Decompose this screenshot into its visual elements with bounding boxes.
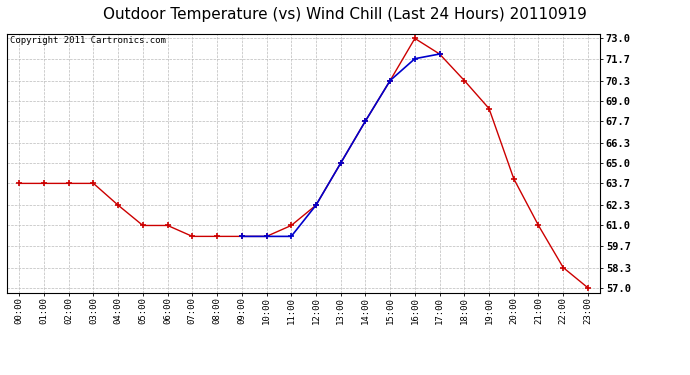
Text: Outdoor Temperature (vs) Wind Chill (Last 24 Hours) 20110919: Outdoor Temperature (vs) Wind Chill (Las… [103,8,587,22]
Text: Copyright 2011 Cartronics.com: Copyright 2011 Cartronics.com [10,36,166,45]
